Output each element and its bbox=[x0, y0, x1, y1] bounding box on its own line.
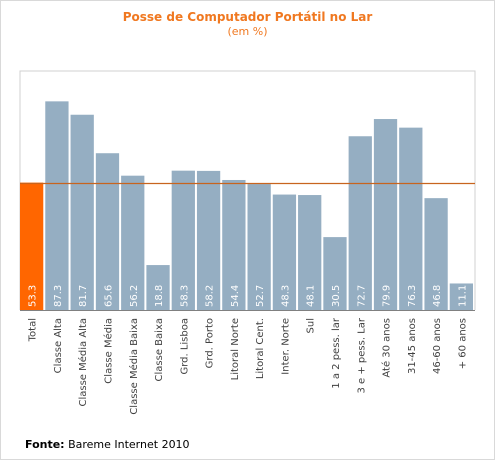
bar-2 bbox=[70, 114, 94, 310]
bar-12 bbox=[323, 237, 347, 310]
category-label-7: Grd. Porto bbox=[205, 318, 216, 368]
category-label-14: Até 30 anos bbox=[381, 318, 393, 378]
category-label-15: 31-45 anos bbox=[407, 318, 418, 374]
value-label-1: 87.3 bbox=[53, 285, 64, 307]
category-label-4: Classe Média Baixa bbox=[128, 318, 140, 415]
category-label-6: Grd. Lisboa bbox=[179, 318, 190, 375]
value-label-12: 30.5 bbox=[331, 285, 342, 307]
category-label-11: Sul bbox=[306, 318, 317, 333]
bar-13 bbox=[348, 136, 372, 310]
bar-8 bbox=[222, 179, 246, 310]
bar-15 bbox=[399, 127, 423, 310]
chart-title: Posse de Computador Portátil no Lar bbox=[122, 10, 373, 24]
category-label-13: 3 e + pess. Lar bbox=[356, 317, 367, 393]
category-label-12: 1 a 2 pess. lar bbox=[331, 317, 342, 389]
bar-6 bbox=[171, 170, 195, 310]
category-label-0: Total bbox=[28, 318, 39, 342]
value-label-14: 79.9 bbox=[382, 285, 393, 307]
source-text: Bareme Internet 2010 bbox=[64, 438, 190, 451]
value-label-8: 54.4 bbox=[230, 285, 241, 307]
bar-4 bbox=[121, 175, 145, 310]
bar-1 bbox=[45, 101, 69, 310]
category-label-5: Classe Baixa bbox=[154, 318, 165, 381]
value-label-5: 18.8 bbox=[154, 285, 165, 307]
value-label-16: 46.8 bbox=[432, 285, 443, 307]
bar-10 bbox=[272, 194, 297, 310]
value-label-13: 72.7 bbox=[356, 285, 367, 307]
bar-9 bbox=[247, 184, 271, 310]
category-label-8: Litoral Norte bbox=[230, 318, 241, 380]
category-label-16: 46-60 anos bbox=[432, 318, 443, 374]
category-label-3: Classe Média bbox=[102, 318, 114, 384]
source-note: Fonte: Bareme Internet 2010 bbox=[25, 438, 190, 451]
bar-5 bbox=[146, 265, 170, 310]
chart-subtitle: (em %) bbox=[227, 25, 268, 38]
value-label-3: 65.6 bbox=[103, 285, 114, 307]
value-label-0: 53.3 bbox=[28, 285, 39, 307]
bar-7 bbox=[196, 170, 221, 310]
bar-3 bbox=[95, 153, 120, 310]
source-label: Fonte: bbox=[25, 438, 65, 451]
category-label-9: Litoral Cent. bbox=[255, 318, 266, 379]
value-label-15: 76.3 bbox=[407, 285, 418, 307]
value-label-7: 58.2 bbox=[205, 285, 216, 307]
category-label-17: + 60 anos bbox=[457, 318, 468, 369]
bar-17 bbox=[449, 283, 473, 310]
value-label-4: 56.2 bbox=[129, 285, 140, 307]
bar-16 bbox=[424, 198, 448, 310]
value-label-10: 48.3 bbox=[280, 285, 291, 307]
category-label-2: Classe Média Alta bbox=[77, 318, 89, 407]
value-label-9: 52.7 bbox=[255, 285, 266, 307]
category-label-1: Classe Alta bbox=[53, 318, 64, 373]
value-label-2: 81.7 bbox=[78, 285, 89, 307]
bar-0 bbox=[20, 182, 44, 310]
bar-14 bbox=[373, 119, 398, 310]
category-label-10: Inter. Norte bbox=[280, 318, 291, 375]
value-label-11: 48.1 bbox=[306, 285, 317, 307]
bar-11 bbox=[298, 195, 322, 310]
value-label-6: 58.3 bbox=[179, 285, 190, 307]
value-label-17: 11.1 bbox=[457, 285, 468, 307]
